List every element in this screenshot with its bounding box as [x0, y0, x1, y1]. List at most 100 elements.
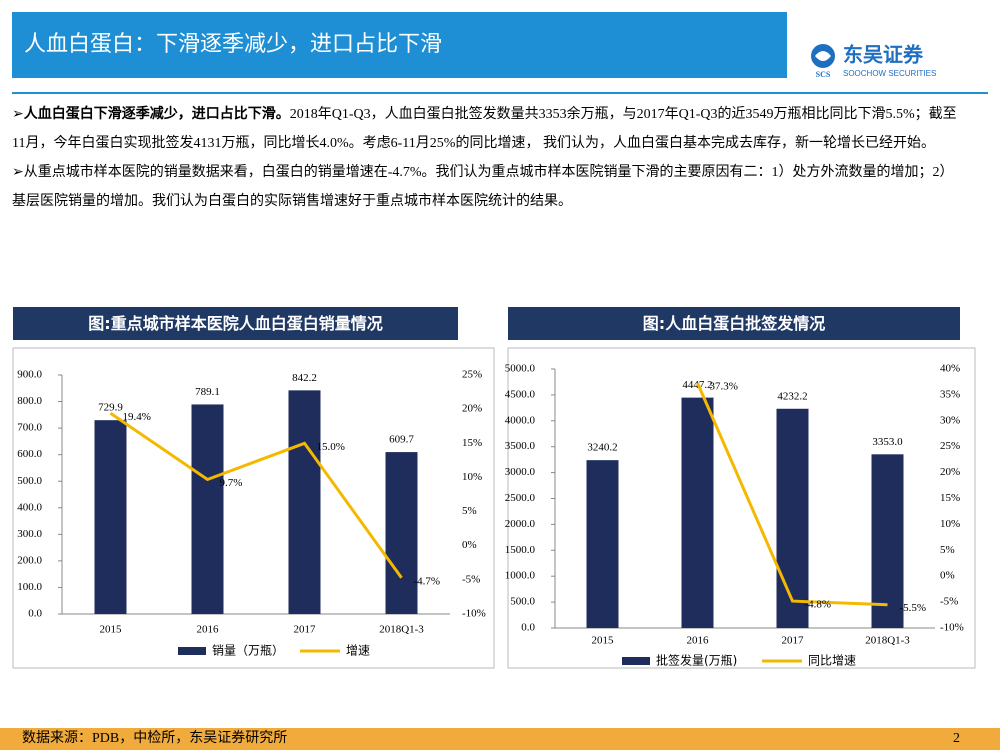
source: 数据来源：PDB，中检所，东吴证券研究所 — [22, 731, 288, 746]
logo-icon-swirl — [815, 51, 831, 61]
bullet-bold: 人血白蛋白下滑逐季减少，进口占比下滑。 — [23, 107, 290, 122]
bullets: ➢人血白蛋白下滑逐季减少，进口占比下滑。2018年Q1-Q3，人血白蛋白批签发数… — [12, 100, 962, 216]
y-tick-label: 500.0 — [510, 596, 535, 608]
y-tick-label: 2500.0 — [505, 492, 536, 504]
legend-label: 销量（万瓶） — [212, 644, 284, 658]
y-tick-label: 600.0 — [17, 448, 42, 460]
chart-frame — [12, 347, 495, 669]
bar — [586, 460, 619, 628]
data-label: 842.2 — [292, 372, 317, 384]
y-tick-label: 0.0 — [521, 622, 535, 634]
y-tick-label: 500.0 — [17, 475, 42, 487]
y2-tick-label: 30% — [940, 414, 960, 426]
y2-tick-label: -5% — [462, 573, 480, 585]
y-tick-label: 0.0 — [28, 608, 42, 620]
y2-tick-label: 20% — [940, 466, 960, 478]
logo: SCS 东吴证券 SOOCHOW SECURITIES — [811, 43, 936, 79]
data-label: 789.1 — [195, 386, 220, 398]
y-tick-label: 300.0 — [17, 528, 42, 540]
x-tick-label: 2015 — [100, 624, 123, 636]
y2-tick-label: -5% — [940, 596, 958, 608]
data-label: 4232.2 — [777, 390, 807, 402]
legend-label: 增速 — [346, 644, 370, 658]
footer: 数据来源：PDB，中检所，东吴证券研究所 2 — [0, 728, 1000, 750]
y-tick-label: 4500.0 — [505, 388, 536, 400]
bullet-text: 2018年Q1-Q3，人血白蛋白批签发数量共3353余万瓶，与2017年Q1-Q… — [12, 107, 957, 151]
data-label: 9.7% — [220, 477, 243, 489]
data-label: 19.4% — [123, 411, 151, 423]
y-tick-label: 2000.0 — [505, 518, 536, 530]
data-label: -4.7% — [414, 575, 441, 587]
y-tick-label: 400.0 — [17, 501, 42, 513]
x-tick-label: 2017 — [782, 635, 805, 647]
logo-name: 东吴证券 — [843, 43, 924, 67]
y2-tick-label: 40% — [940, 363, 960, 375]
y-tick-label: 3000.0 — [505, 466, 536, 478]
x-tick-label: 2016 — [197, 624, 220, 636]
chart-title: 图:人血白蛋白批签发情况 — [508, 307, 960, 340]
y2-tick-label: 25% — [940, 440, 960, 452]
bullet: ➢人血白蛋白下滑逐季减少，进口占比下滑。2018年Q1-Q3，人血白蛋白批签发数… — [12, 107, 957, 151]
page-number: 2 — [953, 731, 960, 746]
legend-label: 批签发量(万瓶) — [656, 653, 737, 668]
data-label: 3353.0 — [872, 436, 903, 448]
y-tick-label: 900.0 — [17, 369, 42, 381]
data-label: 37.3% — [710, 381, 738, 393]
y-tick-label: 700.0 — [17, 422, 42, 434]
bar — [681, 397, 714, 628]
data-label: 15.0% — [317, 441, 345, 453]
data-label: 3240.2 — [587, 442, 617, 454]
y2-tick-label: 15% — [462, 437, 482, 449]
x-tick-label: 2018Q1-3 — [865, 635, 910, 647]
x-tick-label: 2018Q1-3 — [379, 624, 424, 636]
y2-tick-label: 10% — [940, 518, 960, 530]
data-label: -4.8% — [805, 599, 832, 611]
y-tick-label: 200.0 — [17, 554, 42, 566]
y-tick-label: 100.0 — [17, 581, 42, 593]
x-tick-label: 2017 — [294, 624, 317, 636]
y2-tick-label: 0% — [462, 539, 477, 551]
y-tick-label: 1000.0 — [505, 570, 536, 582]
bullet: ➢从重点城市样本医院的销量数据来看，白蛋白的销量增速在-4.7%。我们认为重点城… — [12, 165, 954, 209]
slide-title: 人血白蛋白：下滑逐季减少，进口占比下滑 — [12, 12, 787, 78]
y2-tick-label: -10% — [462, 608, 486, 620]
y2-tick-label: 10% — [462, 471, 482, 483]
chart-title: 图:重点城市样本医院人血白蛋白销量情况 — [13, 307, 458, 340]
legend-label: 同比增速 — [808, 654, 856, 668]
y2-tick-label: 5% — [462, 505, 477, 517]
y-tick-label: 1500.0 — [505, 544, 536, 556]
chart-frame — [507, 347, 976, 669]
data-label: -5.5% — [900, 602, 927, 614]
y-tick-label: 5000.0 — [505, 363, 536, 375]
y2-tick-label: 0% — [940, 570, 955, 582]
y2-tick-label: 5% — [940, 544, 955, 556]
y2-tick-label: 20% — [462, 403, 482, 415]
x-tick-label: 2015 — [592, 635, 615, 647]
logo-en: SOOCHOW SECURITIES — [843, 69, 936, 78]
y-tick-label: 800.0 — [17, 395, 42, 407]
x-tick-label: 2016 — [687, 635, 710, 647]
bar — [871, 454, 904, 628]
y-tick-label: 3500.0 — [505, 440, 536, 452]
data-label: 729.9 — [98, 402, 123, 414]
bar — [776, 408, 809, 628]
y2-tick-label: -10% — [940, 622, 964, 634]
bar — [288, 390, 321, 614]
y2-tick-label: 35% — [940, 388, 960, 400]
line — [696, 382, 888, 607]
legend-swatch — [622, 657, 650, 665]
bar — [94, 420, 127, 614]
bar — [385, 452, 418, 614]
legend-swatch — [178, 647, 206, 655]
header-rule — [12, 92, 988, 94]
bullet-text: 从重点城市样本医院的销量数据来看，白蛋白的销量增速在-4.7%。我们认为重点城市… — [12, 165, 954, 209]
logo-mark: SCS — [816, 70, 831, 79]
y-tick-label: 4000.0 — [505, 414, 536, 426]
line — [109, 412, 403, 579]
bar — [191, 404, 224, 614]
data-label: 609.7 — [389, 434, 414, 446]
y2-tick-label: 15% — [940, 492, 960, 504]
charts: 0.0 100.0 200.0 300.0 400.0 500.0 600.0 700.0 80… — [12, 347, 976, 669]
y2-tick-label: 25% — [462, 369, 482, 381]
